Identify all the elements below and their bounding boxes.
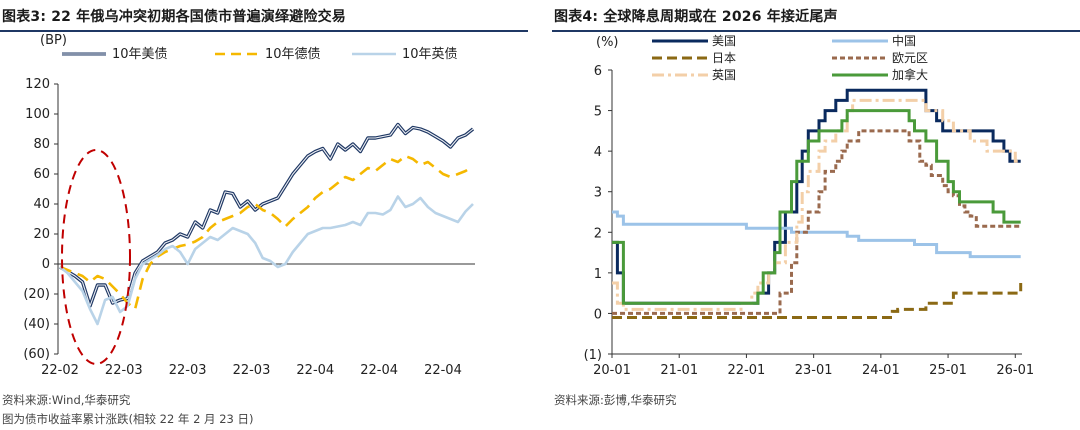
y-axis-unit: (BP) [40,33,67,48]
y-tick-label: 80 [33,137,50,152]
y-tick-label: 4 [594,145,602,160]
left-note: 图为债市收益率累计涨跌(相较 22 年 2 月 23 日) [2,412,254,426]
y-tick-label: (20) [23,287,50,302]
y-tick-label: 20 [33,227,50,242]
x-tick-label: 22-03 [169,363,207,378]
series-line-us10y [59,122,475,308]
x-tick-label: 22-04 [424,363,462,378]
y-tick-label: 0 [42,257,50,272]
left-chart-title: 图表3: 22 年俄乌冲突初期各国债市普遍演绎避险交易 [2,9,346,25]
x-tick-label: 20-01 [593,363,631,378]
x-tick-label: 22-03 [233,363,271,378]
y-tick-label: 5 [594,105,602,120]
y-tick-label: (60) [23,347,50,362]
right-source: 资料来源:彭博,华泰研究 [554,393,677,407]
series-line-4 [612,98,1021,311]
series-line-us10y-inner [59,123,474,307]
y-tick-label: (1) [584,348,602,363]
left-chart-panel: 图表3: 22 年俄乌冲突初期各国债市普遍演绎避险交易 120 100 80 60 40… [0,0,530,430]
series-line-2 [612,283,1023,319]
series-line-1 [612,210,1021,259]
x-tick-label: 23-01 [795,363,833,378]
legend-label: 中国 [892,33,916,48]
y-tick-label: (40) [23,317,50,332]
series-line-3 [612,129,1021,315]
x-tick-label: 21-01 [660,363,698,378]
x-tick-label: 22-04 [360,363,398,378]
right-chart-title: 图表4: 全球降息周期或在 2026 年接近尾声 [554,9,838,25]
legend-label: 日本 [712,51,736,65]
legend-label: 英国 [712,68,736,82]
legend-label: 10年英债 [402,47,458,62]
y-tick-label: 2 [594,226,602,241]
legend-label: 美国 [712,34,736,48]
left-source: 资料来源:Wind,华泰研究 [2,393,131,407]
y-tick-label: 100 [25,107,50,122]
x-tick-label: 22-02 [41,363,79,378]
x-tick-label: 26-01 [996,363,1034,378]
right-chart-panel: 图表4: 全球降息周期或在 2026 年接近尾声 6 5 4 3 2 1 0 (1) 20-01… [552,0,1080,430]
x-tick-label: 22-04 [296,363,334,378]
series-line-5 [612,109,1021,305]
y-axis-unit: (%) [596,35,619,50]
left-chart: 120 100 80 60 40 20 0 (20) (40) (60)22-02 22-03 22-… [23,33,475,378]
right-chart: 6 5 4 3 2 1 0 (1)20-01 21-01 22-01 23-01 24-01 25-01… [584,33,1035,378]
y-tick-label: 6 [594,64,602,79]
legend-label: 10年德债 [265,47,321,62]
legend-label: 欧元区 [892,51,928,65]
right-title-rule [552,30,1080,32]
y-tick-label: 60 [33,167,50,182]
highlight-ellipse [61,149,131,365]
y-tick-label: 0 [594,307,602,322]
y-tick-label: 1 [594,267,602,282]
x-tick-label: 25-01 [929,363,967,378]
x-tick-label: 22-01 [728,363,766,378]
legend-label: 加拿大 [892,67,928,82]
y-tick-label: 3 [594,186,602,201]
x-tick-label: 24-01 [862,363,900,378]
series-line-de10y [59,154,474,311]
x-tick-label: 22-03 [105,363,143,378]
y-tick-label: 120 [25,77,50,92]
left-title-rule [0,30,528,32]
y-tick-label: 40 [33,197,50,212]
series-line-uk10y [59,195,474,326]
legend-label: 10年美债 [112,47,168,62]
